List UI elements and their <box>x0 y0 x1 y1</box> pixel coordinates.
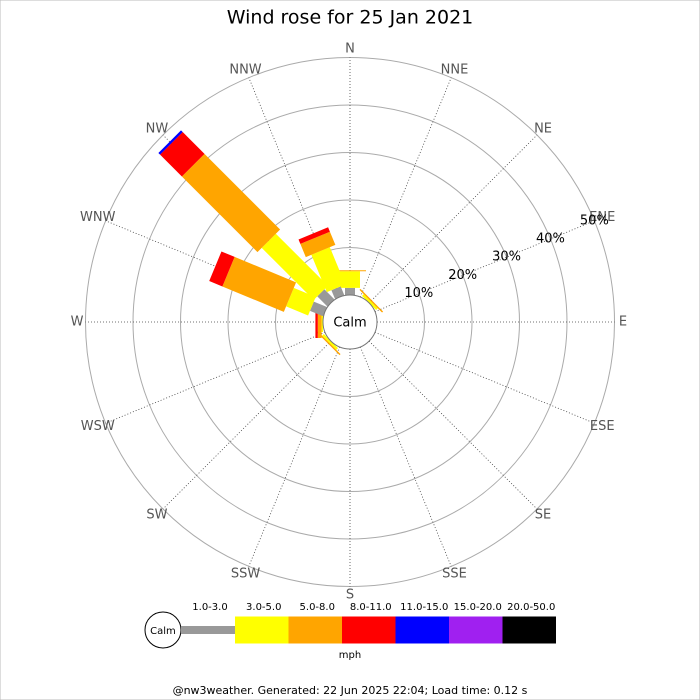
direction-label: NE <box>534 121 552 136</box>
direction-label: S <box>346 588 354 603</box>
ring <box>227 199 473 445</box>
spoke <box>368 134 538 304</box>
ring-label: 30% <box>492 250 521 265</box>
legend-swatch <box>502 616 556 644</box>
bar-segment <box>317 289 335 307</box>
spoke <box>359 346 452 567</box>
bar-segment <box>311 247 346 293</box>
direction-label: NNW <box>229 62 261 77</box>
legend-label: 11.0-15.0 <box>400 602 448 613</box>
bar-segment <box>158 130 183 155</box>
legend-unit: mph <box>339 650 361 661</box>
direction-label: NNE <box>441 62 469 77</box>
direction-label: WSW <box>81 419 115 434</box>
bar-segment <box>160 132 205 177</box>
bar-segment <box>359 288 384 313</box>
bar-segment <box>309 301 327 317</box>
ring-label: 20% <box>448 268 477 283</box>
bar-segment <box>222 256 297 312</box>
direction-label: SE <box>535 508 551 523</box>
bar-segment <box>209 251 235 287</box>
legend-swatch <box>235 616 289 644</box>
direction-label: N <box>345 42 355 57</box>
direction-label: W <box>71 315 84 330</box>
legend-swatch <box>288 616 342 644</box>
legend-label: 1.0-3.0 <box>192 602 227 613</box>
legend-label: 20.0-50.0 <box>507 602 555 613</box>
direction-label: SSW <box>231 567 261 582</box>
direction-label: NW <box>146 121 169 136</box>
spoke <box>368 340 538 510</box>
legend-swatch <box>395 616 449 644</box>
legend-swatch <box>342 616 396 644</box>
legend-swatch <box>449 616 503 644</box>
spoke <box>374 331 595 424</box>
ring <box>180 152 520 492</box>
spoke <box>374 220 595 313</box>
ring-label: 50% <box>580 213 609 228</box>
direction-label: WNW <box>80 210 116 225</box>
bar-segment <box>334 270 366 272</box>
bar-segment <box>261 233 328 300</box>
ring <box>275 247 425 397</box>
bar-segment <box>316 331 341 356</box>
bar-segment <box>298 227 330 244</box>
calm-label: Calm <box>333 316 366 331</box>
bar-segment <box>345 287 355 295</box>
direction-label: ENE <box>589 210 615 225</box>
legend-label: 5.0-8.0 <box>300 602 335 613</box>
spoke <box>105 331 326 424</box>
ring-label: 40% <box>536 231 565 246</box>
legend-label: 8.0-11.0 <box>350 602 392 613</box>
bar-segment <box>286 287 316 316</box>
bar-segment <box>321 312 323 332</box>
bar-segment <box>322 334 338 350</box>
direction-label: E <box>619 315 627 330</box>
legend-calm-label: Calm <box>150 626 176 637</box>
direction-label: ESE <box>590 419 615 434</box>
calm-circle <box>322 294 378 350</box>
spoke <box>248 346 341 567</box>
bar-segment <box>340 271 360 288</box>
spoke <box>359 77 452 298</box>
chart-title: Wind rose for 25 Jan 2021 <box>227 7 474 29</box>
legend-label: 15.0-20.0 <box>454 602 502 613</box>
spoke <box>162 340 332 510</box>
ring-label: 10% <box>404 286 433 301</box>
bar-segment <box>300 231 336 258</box>
direction-label: SW <box>146 508 167 523</box>
bar-segment <box>362 294 378 310</box>
legend-label: 3.0-5.0 <box>246 602 281 613</box>
bar-segment <box>331 286 345 299</box>
footer: @nw3weather. Generated: 22 Jun 2025 22:0… <box>173 684 528 697</box>
direction-label: SSE <box>442 567 467 582</box>
legend-swatch <box>181 626 235 634</box>
bar-segment <box>315 306 318 338</box>
bar-segment <box>181 153 281 253</box>
